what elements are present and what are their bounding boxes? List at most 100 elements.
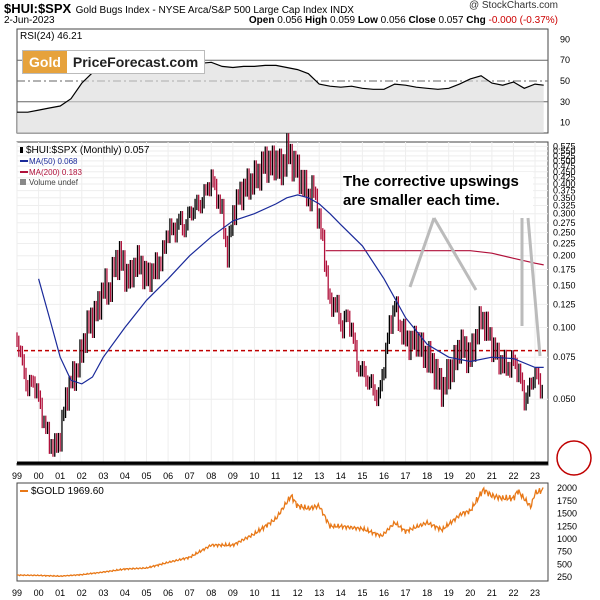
rsi-tick-label: 10 — [560, 118, 570, 128]
chg-value: -0.000 (-0.37%) — [488, 15, 558, 26]
logo-gold: Gold — [23, 51, 67, 73]
x-tick-label-bottom: 00 — [34, 588, 44, 598]
x-tick-label-bottom: 06 — [163, 588, 173, 598]
x-tick-label: 02 — [77, 471, 87, 481]
series-layer — [16, 61, 548, 578]
x-tick-label-bottom: 09 — [228, 588, 238, 598]
x-tick-label-bottom: 23 — [530, 588, 540, 598]
x-tick-label-bottom: 18 — [422, 588, 432, 598]
symbol: $HUI:$SPX — [4, 1, 72, 16]
gold-tick-label: 500 — [557, 559, 572, 569]
x-tick-label-bottom: 02 — [77, 588, 87, 598]
ma50-line — [38, 194, 544, 385]
low-label: Low — [357, 15, 378, 26]
x-tick-label-bottom: 01 — [55, 588, 65, 598]
gold-legend-label: $GOLD 1969.60 — [31, 486, 104, 497]
rsi-fill — [17, 62, 544, 133]
ratio-tick-label: 0.150 — [553, 280, 576, 290]
ratio-tick-label: 0.450 — [553, 167, 576, 177]
volume-legend-label: Volume undef — [29, 178, 79, 187]
ratio-tick-label: 0.350 — [553, 193, 576, 203]
ratio-tick-label: 0.500 — [553, 156, 576, 166]
x-tick-label-bottom: 16 — [379, 588, 389, 598]
ratio-tick-label: 0.275 — [553, 218, 576, 228]
gold-series-line — [16, 486, 544, 578]
ratio-tick-label: 0.525 — [553, 151, 576, 161]
x-tick-label: 99 — [12, 471, 22, 481]
chg-label: Chg — [466, 15, 486, 26]
x-tick-label: 15 — [357, 471, 367, 481]
header-line-2: 2-Jun-2023 — [4, 15, 55, 26]
x-tick-label-bottom: 20 — [465, 588, 475, 598]
header-line-1: $HUI:$SPX Gold Bugs Index - NYSE Arca/S&… — [4, 0, 354, 18]
x-tick-label: 03 — [98, 471, 108, 481]
ratio-tick-label: 0.400 — [553, 179, 576, 189]
x-tick-label: 17 — [401, 471, 411, 481]
gold-tick-label: 1250 — [557, 521, 577, 531]
close-label: Close — [408, 15, 436, 26]
x-tick-label-bottom: 07 — [185, 588, 195, 598]
description: Gold Bugs Index - NYSE Arca/S&P 500 Larg… — [75, 5, 354, 16]
ratio-tick-label: 0.100 — [553, 322, 576, 332]
ratio-tick-label: 0.050 — [553, 394, 576, 404]
x-tick-label-bottom: 21 — [487, 588, 497, 598]
rsi-legend: RSI(24) 46.21 — [20, 31, 83, 42]
x-tick-label-bottom: 14 — [336, 588, 346, 598]
x-tick-label: 04 — [120, 471, 130, 481]
ratio-tick-label: 0.375 — [553, 186, 576, 196]
x-tick-label: 16 — [379, 471, 389, 481]
ohlc-line: Open 0.056 High 0.059 Low 0.056 Close 0.… — [249, 15, 558, 26]
x-tick-label-bottom: 13 — [314, 588, 324, 598]
low-value: 0.056 — [380, 15, 406, 26]
x-tick-label: 19 — [444, 471, 454, 481]
x-tick-label: 10 — [249, 471, 259, 481]
ma200-line — [325, 250, 544, 266]
ma50-legend-label: MA(50) 0.068 — [29, 157, 78, 166]
x-tick-label-bottom: 12 — [293, 588, 303, 598]
x-tick-label-bottom: 03 — [98, 588, 108, 598]
gold-panel — [16, 482, 549, 582]
x-tick-label: 06 — [163, 471, 173, 481]
ratio-legend-label: $HUI:$SPX (Monthly) 0.057 — [26, 145, 150, 156]
x-tick-label: 21 — [487, 471, 497, 481]
gold-tick-label: 1000 — [557, 534, 577, 544]
rsi-tick-label: 70 — [560, 55, 570, 65]
logo-text: PriceForecast.com — [72, 54, 199, 70]
x-tick-label-bottom: 10 — [249, 588, 259, 598]
x-tick-label-bottom: 08 — [206, 588, 216, 598]
ratio-tick-label: 0.225 — [553, 239, 576, 249]
date: 2-Jun-2023 — [4, 15, 55, 26]
x-tick-label-bottom: 17 — [401, 588, 411, 598]
x-tick-label: 13 — [314, 471, 324, 481]
x-tick-label: 00 — [34, 471, 44, 481]
x-tick-label-bottom: 04 — [120, 588, 130, 598]
callout-circle — [556, 440, 592, 476]
open-value: 0.056 — [277, 15, 303, 26]
x-tick-label: 14 — [336, 471, 346, 481]
ratio-tick-label: 0.575 — [553, 141, 576, 151]
ratio-tick-label: 0.425 — [553, 173, 576, 183]
ratio-tick-label: 0.475 — [553, 161, 576, 171]
open-label: Open — [248, 15, 275, 26]
x-tick-label: 09 — [228, 471, 238, 481]
annotation-arrows — [408, 217, 542, 357]
x-tick-label: 07 — [185, 471, 195, 481]
close-value: 0.057 — [438, 15, 464, 26]
gold-tick-label: 2000 — [557, 483, 577, 493]
x-tick-label-bottom: 11 — [271, 588, 280, 598]
rsi-legend-label: RSI(24) 46.21 — [20, 31, 83, 42]
x-tick-label: 11 — [271, 471, 280, 481]
x-tick-label: 20 — [465, 471, 475, 481]
annotation-text: The corrective upswings are smaller each… — [343, 172, 533, 210]
ratio-tick-label: 0.175 — [553, 265, 576, 275]
axis-labels: 10 30 50 70 90 0.050 0.075 0.100 0.125 0.150 0.175… — [12, 34, 577, 598]
ratio-tick-label: 0.075 — [553, 352, 576, 362]
ratio-tick-label: 0.300 — [553, 209, 576, 219]
ratio-tick-label: 0.200 — [553, 251, 576, 261]
x-tick-label: 22 — [508, 471, 518, 481]
gold-tick-label: 750 — [557, 547, 572, 557]
x-tick-label-bottom: 19 — [444, 588, 454, 598]
ratio-legend: $HUI:$SPX (Monthly) 0.057 MA(50) 0.068 M… — [20, 145, 150, 187]
ratio-tick-label: 0.325 — [553, 200, 576, 210]
